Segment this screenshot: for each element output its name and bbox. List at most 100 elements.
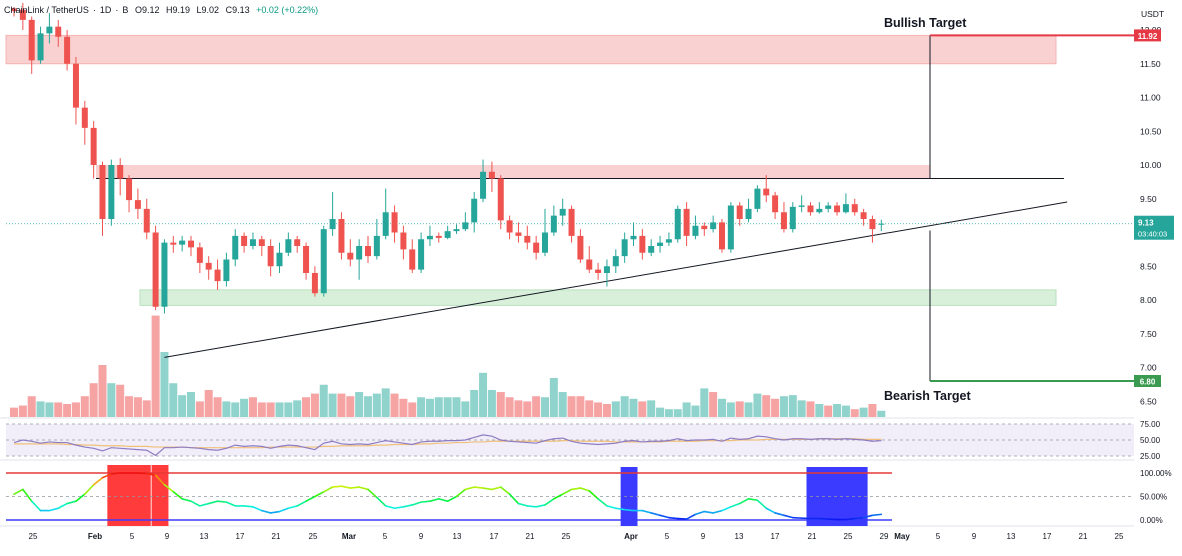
candle-body[interactable] — [347, 253, 353, 260]
candle-body[interactable] — [330, 219, 336, 229]
candle-body[interactable] — [586, 260, 592, 270]
candle-body[interactable] — [144, 209, 150, 233]
candle-body[interactable] — [73, 64, 79, 108]
candle-body[interactable] — [498, 179, 504, 221]
candle-body[interactable] — [852, 204, 858, 212]
candle-body[interactable] — [100, 165, 106, 219]
candle-body[interactable] — [400, 233, 406, 250]
candle-body[interactable] — [312, 273, 318, 293]
candle-body[interactable] — [560, 209, 566, 216]
candle-body[interactable] — [135, 200, 141, 209]
candle-body[interactable] — [418, 239, 424, 269]
candle-body[interactable] — [569, 209, 575, 236]
candle-body[interactable] — [126, 179, 132, 201]
candle-body[interactable] — [365, 246, 371, 256]
candle-body[interactable] — [471, 199, 477, 223]
candle-body[interactable] — [268, 246, 274, 266]
candle-body[interactable] — [356, 246, 362, 260]
candle-body[interactable] — [321, 229, 327, 293]
candle-body[interactable] — [816, 209, 822, 212]
candle-body[interactable] — [622, 239, 628, 256]
candle-body[interactable] — [64, 37, 70, 64]
candle-body[interactable] — [338, 219, 344, 253]
candle-body[interactable] — [710, 222, 716, 229]
candle-body[interactable] — [489, 172, 495, 179]
candle-body[interactable] — [223, 260, 229, 282]
candle-body[interactable] — [701, 226, 707, 229]
candle-body[interactable] — [29, 20, 35, 61]
candle-body[interactable] — [55, 27, 61, 37]
candle-body[interactable] — [392, 212, 398, 232]
candle-body[interactable] — [215, 270, 221, 281]
candle-body[interactable] — [861, 212, 867, 219]
candle-body[interactable] — [374, 236, 380, 256]
candle-body[interactable] — [799, 206, 805, 207]
candle-body[interactable] — [728, 206, 734, 250]
candle-body[interactable] — [250, 239, 256, 246]
candle-body[interactable] — [294, 239, 300, 246]
candle-body[interactable] — [206, 263, 212, 270]
candle-body[interactable] — [639, 236, 645, 253]
candle-body[interactable] — [383, 212, 389, 236]
candle-body[interactable] — [772, 195, 778, 212]
candle-body[interactable] — [462, 222, 468, 229]
candle-body[interactable] — [648, 246, 654, 253]
candle-body[interactable] — [684, 209, 690, 236]
candle-body[interactable] — [763, 189, 769, 196]
candle-body[interactable] — [825, 206, 831, 209]
candle-body[interactable] — [595, 270, 601, 273]
candle-body[interactable] — [277, 253, 283, 267]
candle-body[interactable] — [161, 243, 167, 307]
candle-body[interactable] — [303, 246, 309, 273]
candle-body[interactable] — [153, 233, 159, 307]
candle-body[interactable] — [808, 206, 814, 213]
candle-body[interactable] — [675, 209, 681, 239]
candle-body[interactable] — [170, 243, 176, 245]
candle-body[interactable] — [533, 243, 539, 253]
candle-body[interactable] — [692, 226, 698, 236]
candle-body[interactable] — [197, 247, 203, 263]
candle-body[interactable] — [241, 236, 247, 246]
candle-body[interactable] — [117, 165, 123, 179]
candle-body[interactable] — [577, 236, 583, 260]
candle-body[interactable] — [38, 33, 44, 60]
candle-body[interactable] — [108, 165, 114, 219]
candle-body[interactable] — [285, 239, 291, 253]
candle-body[interactable] — [454, 229, 460, 231]
candle-body[interactable] — [746, 209, 752, 219]
candle-body[interactable] — [409, 249, 415, 269]
interval-label[interactable]: 1D — [100, 5, 112, 15]
candle-body[interactable] — [524, 236, 530, 243]
candle-body[interactable] — [480, 172, 486, 199]
candle-body[interactable] — [781, 212, 787, 229]
candle-body[interactable] — [188, 241, 194, 248]
candle-body[interactable] — [657, 243, 663, 246]
candle-body[interactable] — [82, 108, 88, 128]
candle-body[interactable] — [46, 27, 52, 34]
candle-body[interactable] — [666, 239, 672, 242]
candle-body[interactable] — [551, 216, 557, 233]
candle-body[interactable] — [542, 233, 548, 253]
candle-body[interactable] — [737, 206, 743, 220]
candle-body[interactable] — [790, 207, 796, 229]
candle-body[interactable] — [878, 224, 884, 225]
candle-body[interactable] — [436, 236, 442, 238]
candle-body[interactable] — [834, 206, 840, 213]
candle-body[interactable] — [232, 236, 238, 260]
candle-body[interactable] — [631, 236, 637, 239]
candle-body[interactable] — [427, 236, 433, 239]
candle-body[interactable] — [719, 222, 725, 249]
candle-body[interactable] — [445, 231, 451, 238]
candle-body[interactable] — [843, 204, 849, 212]
candle-body[interactable] — [179, 241, 185, 245]
candle-body[interactable] — [613, 256, 619, 266]
ascending-trendline[interactable] — [164, 202, 1067, 357]
candle-body[interactable] — [259, 239, 265, 246]
candle-body[interactable] — [754, 189, 760, 209]
candle-body[interactable] — [869, 219, 875, 229]
symbol-name[interactable]: ChainLink / TetherUS — [4, 5, 89, 15]
candle-body[interactable] — [91, 128, 97, 165]
candle-body[interactable] — [604, 266, 610, 273]
